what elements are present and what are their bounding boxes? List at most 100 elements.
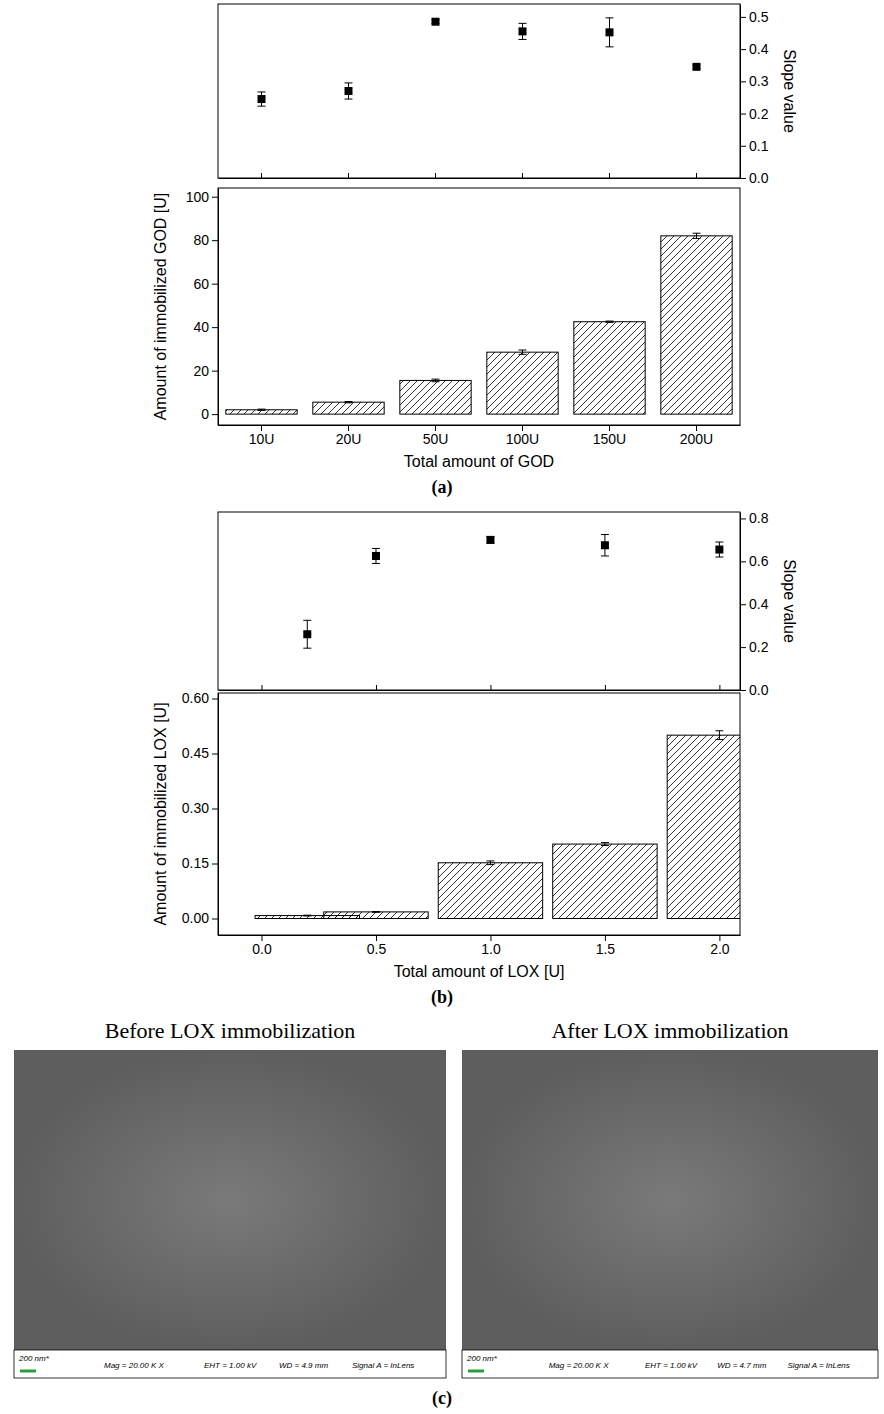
y-tick-label: 20 bbox=[193, 363, 209, 379]
x-axis-line bbox=[219, 935, 741, 936]
y-tick: 0.45 bbox=[182, 745, 218, 761]
info-text: WD = 4.7 mm bbox=[717, 1361, 766, 1370]
y-tick: 0 bbox=[201, 406, 218, 422]
x-tick-mark bbox=[262, 685, 263, 690]
x-tick-label: 1.5 bbox=[596, 941, 616, 957]
y2-tick-mark bbox=[740, 49, 746, 50]
y-tick-label: 0 bbox=[201, 406, 209, 422]
x-tick-mark bbox=[376, 685, 377, 690]
y-tick-mark bbox=[212, 699, 218, 700]
y2-tick-label: 0.0 bbox=[749, 682, 769, 698]
y-tick: 60 bbox=[193, 276, 218, 292]
x-tick: 50U bbox=[423, 425, 449, 447]
x-tick: 150U bbox=[593, 425, 626, 447]
error-bar bbox=[693, 233, 701, 238]
error-bar bbox=[345, 83, 353, 99]
y2-tick: 0.2 bbox=[740, 106, 769, 122]
y2-tick-label: 0.0 bbox=[749, 170, 769, 186]
y-axis-line bbox=[218, 694, 219, 936]
y-axis-title: Amount of immobilized LOX [U] bbox=[152, 702, 169, 925]
y-tick-label: 100 bbox=[186, 189, 210, 205]
error-bar bbox=[486, 537, 494, 543]
y-tick-label: 0.45 bbox=[182, 745, 209, 761]
bar bbox=[667, 735, 740, 918]
y2-tick-label: 0.6 bbox=[749, 553, 769, 569]
x-tick: 200U bbox=[680, 425, 713, 447]
scale-bar-label: 200 nm* bbox=[466, 1354, 498, 1363]
point bbox=[432, 18, 440, 26]
bar bbox=[226, 410, 297, 414]
y-tick-mark bbox=[212, 327, 218, 328]
y2-tick-mark bbox=[740, 146, 746, 147]
x-tick-mark bbox=[605, 685, 606, 690]
point bbox=[486, 536, 494, 544]
plot-marks bbox=[255, 731, 740, 919]
y2-axis-title: Slope value bbox=[781, 49, 798, 133]
y-tick-label: 40 bbox=[193, 319, 209, 335]
x-tick bbox=[435, 173, 436, 178]
x-tick-label: 150U bbox=[593, 431, 626, 447]
bar bbox=[487, 352, 558, 414]
plot-marks bbox=[303, 535, 723, 649]
x-tick-mark bbox=[609, 173, 610, 178]
scale-bar-label: 200 nm* bbox=[18, 1354, 50, 1363]
error-bar bbox=[519, 350, 527, 354]
plot-frame bbox=[218, 512, 740, 690]
x-tick-mark bbox=[522, 173, 523, 178]
y2-tick: 0.0 bbox=[740, 682, 769, 698]
figure: 0.00.10.20.30.40.5Slope value02040608010… bbox=[0, 0, 884, 1414]
info-bar bbox=[14, 1350, 446, 1378]
y-axis-line bbox=[218, 189, 219, 426]
x-tick: 1.5 bbox=[596, 935, 616, 957]
x-tick bbox=[522, 173, 523, 178]
y-tick-mark bbox=[212, 371, 218, 372]
y2-axis: 0.00.20.40.60.8 bbox=[740, 510, 769, 698]
error-bar bbox=[486, 861, 494, 865]
plot-frame bbox=[218, 188, 740, 425]
y2-tick: 0.0 bbox=[740, 170, 769, 186]
y-tick-label: 80 bbox=[193, 232, 209, 248]
info-bar bbox=[462, 1350, 878, 1378]
x-tick bbox=[696, 173, 697, 178]
x-tick-mark bbox=[348, 173, 349, 178]
y2-tick-label: 0.2 bbox=[749, 639, 769, 655]
x-tick-mark bbox=[435, 173, 436, 178]
x-tick-label: 20U bbox=[336, 431, 362, 447]
error-bar bbox=[303, 915, 311, 917]
x-tick: 1.0 bbox=[481, 935, 501, 957]
y-axis: 0.000.150.300.450.60 bbox=[182, 690, 219, 935]
y-tick: 100 bbox=[186, 189, 218, 205]
x-tick-label: 200U bbox=[680, 431, 713, 447]
error-bar bbox=[372, 911, 380, 913]
x-axis bbox=[219, 173, 741, 179]
x-tick-label: 10U bbox=[249, 431, 275, 447]
y-tick-mark bbox=[212, 754, 218, 755]
y-tick: 0.00 bbox=[182, 910, 218, 926]
y-tick-label: 0.00 bbox=[182, 910, 209, 926]
point bbox=[693, 63, 701, 71]
micrograph bbox=[462, 1050, 878, 1350]
error-bar bbox=[432, 379, 440, 382]
x-axis-line bbox=[219, 425, 741, 426]
y2-tick-mark bbox=[740, 17, 746, 18]
plot-marks bbox=[226, 233, 732, 414]
plot-marks bbox=[258, 18, 701, 106]
point bbox=[345, 87, 353, 95]
y2-axis-title: Slope value bbox=[781, 559, 798, 643]
x-axis bbox=[219, 685, 741, 691]
info-text: Signal A = InLens bbox=[787, 1361, 849, 1370]
scale-bar bbox=[20, 1370, 36, 1373]
y-tick-mark bbox=[212, 414, 218, 415]
y-tick-label: 0.15 bbox=[182, 855, 209, 871]
x-axis-line bbox=[219, 690, 741, 691]
point bbox=[519, 27, 527, 35]
y-axis-title: Amount of immobilized GOD [U] bbox=[152, 193, 169, 421]
y2-tick-mark bbox=[740, 690, 746, 691]
x-tick-mark bbox=[719, 685, 720, 690]
bar bbox=[400, 380, 471, 414]
micrograph bbox=[14, 1050, 446, 1350]
y-tick-label: 0.30 bbox=[182, 800, 209, 816]
error-bar bbox=[258, 409, 266, 410]
x-tick-label: 1.0 bbox=[481, 941, 501, 957]
y2-tick-mark bbox=[740, 561, 746, 562]
